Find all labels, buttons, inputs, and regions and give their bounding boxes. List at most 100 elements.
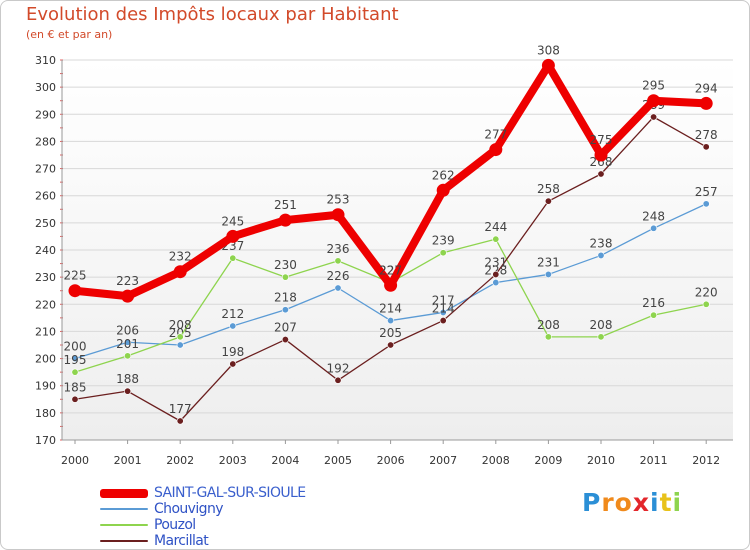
data-point [492,235,500,243]
data-label: 217 [432,293,455,307]
data-label: 220 [695,285,718,299]
y-tick-label: 190 [35,380,56,393]
data-point [71,395,79,403]
chart-title: Evolution des Impôts locaux par Habitant [26,4,399,25]
data-point [124,387,132,395]
data-point [229,254,237,262]
data-point [541,58,555,72]
data-label: 214 [432,302,455,316]
data-point [226,229,240,243]
data-label: 277 [484,128,507,142]
data-label: 223 [116,274,139,288]
data-point [281,336,289,344]
data-point [281,306,289,314]
logo-letter: i [650,488,660,517]
data-point [597,251,605,259]
data-point [334,257,342,265]
data-label: 230 [274,258,297,272]
logo-letter: t [659,488,673,517]
data-point [699,96,713,110]
logo-letter: r [601,488,615,517]
y-tick-label: 300 [35,81,56,94]
x-tick-label: 2007 [429,454,457,467]
data-point [173,265,187,279]
data-label: 245 [221,214,244,228]
data-label: 225 [64,269,87,283]
data-label: 218 [274,291,297,305]
legend-label: Pouzol [154,517,196,533]
legend-swatch [100,488,148,498]
data-label: 208 [169,318,192,332]
data-label: 258 [537,182,560,196]
logo-letter: i [672,488,683,517]
data-label: 188 [116,372,139,386]
data-point [68,284,82,298]
data-label: 208 [537,318,560,332]
data-label: 205 [379,326,402,340]
data-label: 295 [642,79,665,93]
data-point [439,308,447,316]
data-point [176,417,184,425]
data-label: 177 [169,402,192,416]
data-label: 238 [590,236,613,250]
data-label: 214 [379,302,402,316]
data-point [650,311,658,319]
x-tick-label: 2004 [271,454,299,467]
x-tick-label: 2005 [324,454,352,467]
legend-swatch [100,508,148,510]
data-point [650,113,658,121]
data-point [124,352,132,360]
legend-swatch [100,524,148,526]
x-tick-label: 2009 [534,454,562,467]
data-point [647,94,661,108]
data-point [597,333,605,341]
data-point [594,148,608,162]
y-tick-label: 200 [35,353,56,366]
legend-label: Marcillat [154,533,209,549]
data-label: 227 [379,263,402,277]
data-point [176,341,184,349]
y-tick-label: 240 [35,244,56,257]
data-point [702,300,710,308]
legend-swatch [100,540,148,542]
data-label: 268 [590,155,613,169]
data-label: 232 [169,250,192,264]
data-label: 201 [116,337,139,351]
data-label: 253 [327,193,350,207]
x-tick-label: 2000 [61,454,89,467]
x-tick-label: 2012 [692,454,720,467]
x-tick-label: 2003 [219,454,247,467]
data-label: 294 [695,81,718,95]
y-tick-label: 260 [35,190,56,203]
y-tick-label: 220 [35,298,56,311]
data-label: 200 [64,340,87,354]
y-tick-label: 310 [35,54,56,67]
data-point [176,333,184,341]
data-point [544,333,552,341]
data-point [489,143,503,157]
data-label: 226 [327,269,350,283]
data-point [650,224,658,232]
data-label: 239 [432,234,455,248]
data-label: 212 [221,307,244,321]
data-point [436,183,450,197]
y-tick-label: 280 [35,135,56,148]
data-label: 198 [221,345,244,359]
data-point [492,270,500,278]
x-tick-label: 2001 [114,454,142,467]
data-label: 206 [116,323,139,337]
data-point [229,360,237,368]
data-point [544,197,552,205]
y-tick-label: 170 [35,434,56,447]
y-tick-label: 250 [35,217,56,230]
data-label: 262 [432,168,455,182]
data-point [387,341,395,349]
data-label: 231 [484,255,507,269]
data-label: 195 [64,353,87,367]
data-point [387,317,395,325]
data-point [334,376,342,384]
data-point [439,317,447,325]
data-label: 208 [590,318,613,332]
data-point [439,249,447,257]
